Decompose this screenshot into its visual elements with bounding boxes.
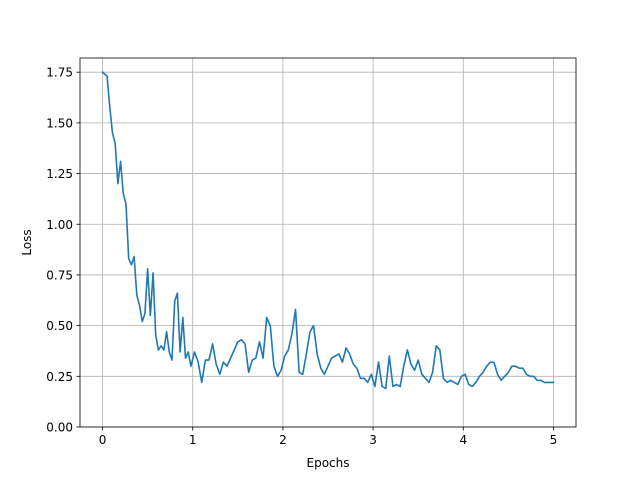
x-tick-label: 0 [99,433,107,447]
y-tick-label: 0.75 [46,268,73,282]
y-tick-label: 1.00 [46,218,73,232]
y-axis-label: Loss [20,229,34,255]
y-tick-label: 1.25 [46,167,73,181]
plot-area [101,71,555,390]
y-tick-label: 1.75 [46,66,73,80]
x-tick-label: 1 [189,433,197,447]
y-tick-label: 0.00 [46,421,73,435]
x-axis-label: Epochs [307,456,350,470]
x-tick-label: 5 [550,433,558,447]
x-tick-label: 4 [459,433,467,447]
axes-frame [79,57,577,428]
x-tick-label: 2 [279,433,287,447]
axis-ticks: 0 1 2 3 4 5 0.00 0.25 0.50 0.75 1.00 1.25 1.50 1.75 [46,66,557,447]
y-tick-label: 0.50 [46,319,73,333]
y-tick-label: 0.25 [46,370,73,384]
x-tick-label: 3 [369,433,377,447]
y-tick-label: 1.50 [46,116,73,130]
grid-lines [80,58,576,428]
loss-series-line [101,71,555,390]
